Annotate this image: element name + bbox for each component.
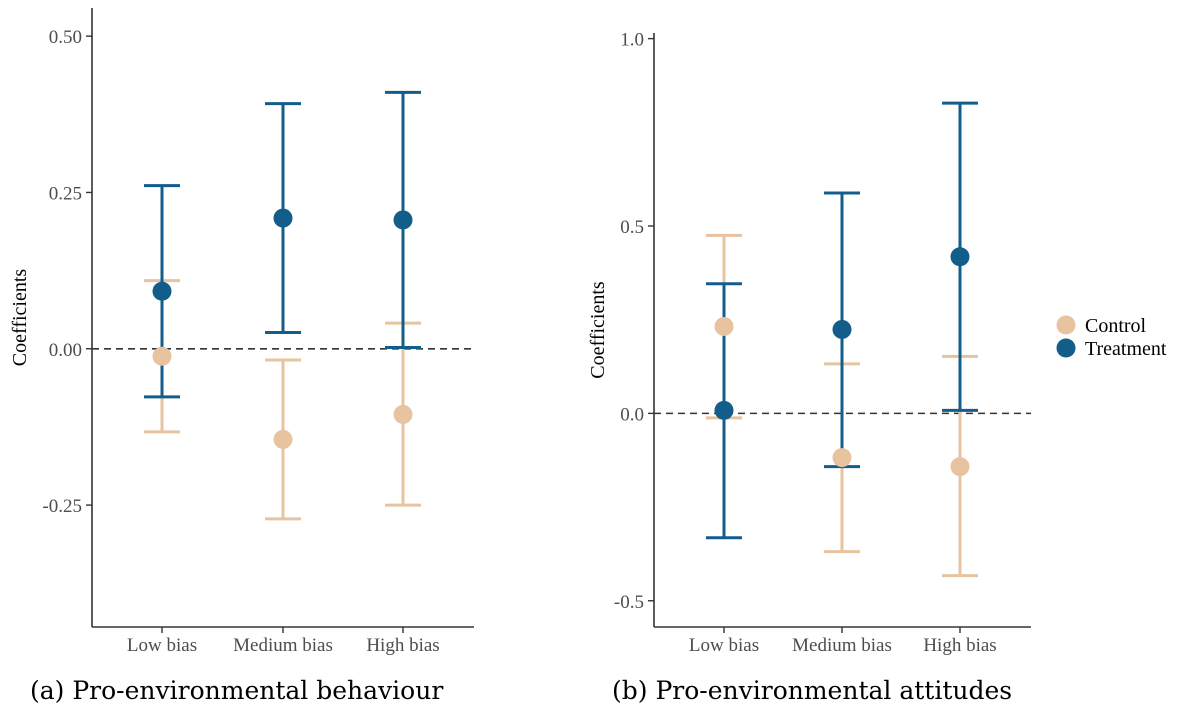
x-tick-label-a: Medium bias [233, 635, 333, 656]
x-tick-label-b: Low bias [689, 635, 759, 656]
y-tick-label-a: 0.50 [49, 27, 82, 48]
point-treatment-a [152, 281, 172, 301]
point-treatment-b [832, 319, 852, 339]
point-treatment-a [393, 210, 413, 230]
y-axis-title-a: Coefficients [9, 269, 31, 367]
point-control-a [393, 404, 413, 424]
point-control-b [714, 316, 734, 336]
legend-key-control [1056, 315, 1076, 335]
point-control-b [950, 457, 970, 477]
x-tick-label-a: High bias [366, 635, 439, 656]
y-axis-title-b: Coefficients [587, 281, 609, 379]
point-treatment-b [714, 400, 734, 420]
legend-label-treatment: Treatment [1085, 338, 1167, 360]
panel-b-attitudes: -0.5 0.0 0.5 1.0 Low bias Medium bias High bia… [587, 30, 1031, 656]
caption-b: (b) Pro-environmental attitudes [612, 676, 1012, 705]
point-treatment-b [950, 247, 970, 267]
x-tick-label-b: High bias [923, 635, 996, 656]
x-tick-label-b: Medium bias [792, 635, 892, 656]
caption-a: (a) Pro-environmental behaviour [30, 676, 443, 705]
legend-label-control: Control [1085, 315, 1147, 337]
y-tick-label-b: -0.5 [614, 592, 644, 613]
point-control-b [832, 448, 852, 468]
point-treatment-a [273, 208, 293, 228]
legend-key-treatment [1056, 338, 1076, 358]
y-tick-label-b: 0.5 [620, 217, 644, 238]
x-tick-label-a: Low bias [127, 635, 197, 656]
point-control-a [152, 346, 172, 366]
y-tick-label-a: 0.00 [49, 340, 82, 361]
y-tick-label-a: 0.25 [49, 183, 82, 204]
panel-a-behaviour: -0.25 0.00 0.25 0.50 Low bias Medium bias High… [9, 8, 474, 656]
point-control-a [273, 429, 293, 449]
y-tick-label-b: 0.0 [620, 404, 644, 425]
y-tick-label-b: 1.0 [620, 30, 644, 51]
legend: Control Treatment [1056, 315, 1167, 360]
y-tick-label-a: -0.25 [42, 496, 82, 517]
